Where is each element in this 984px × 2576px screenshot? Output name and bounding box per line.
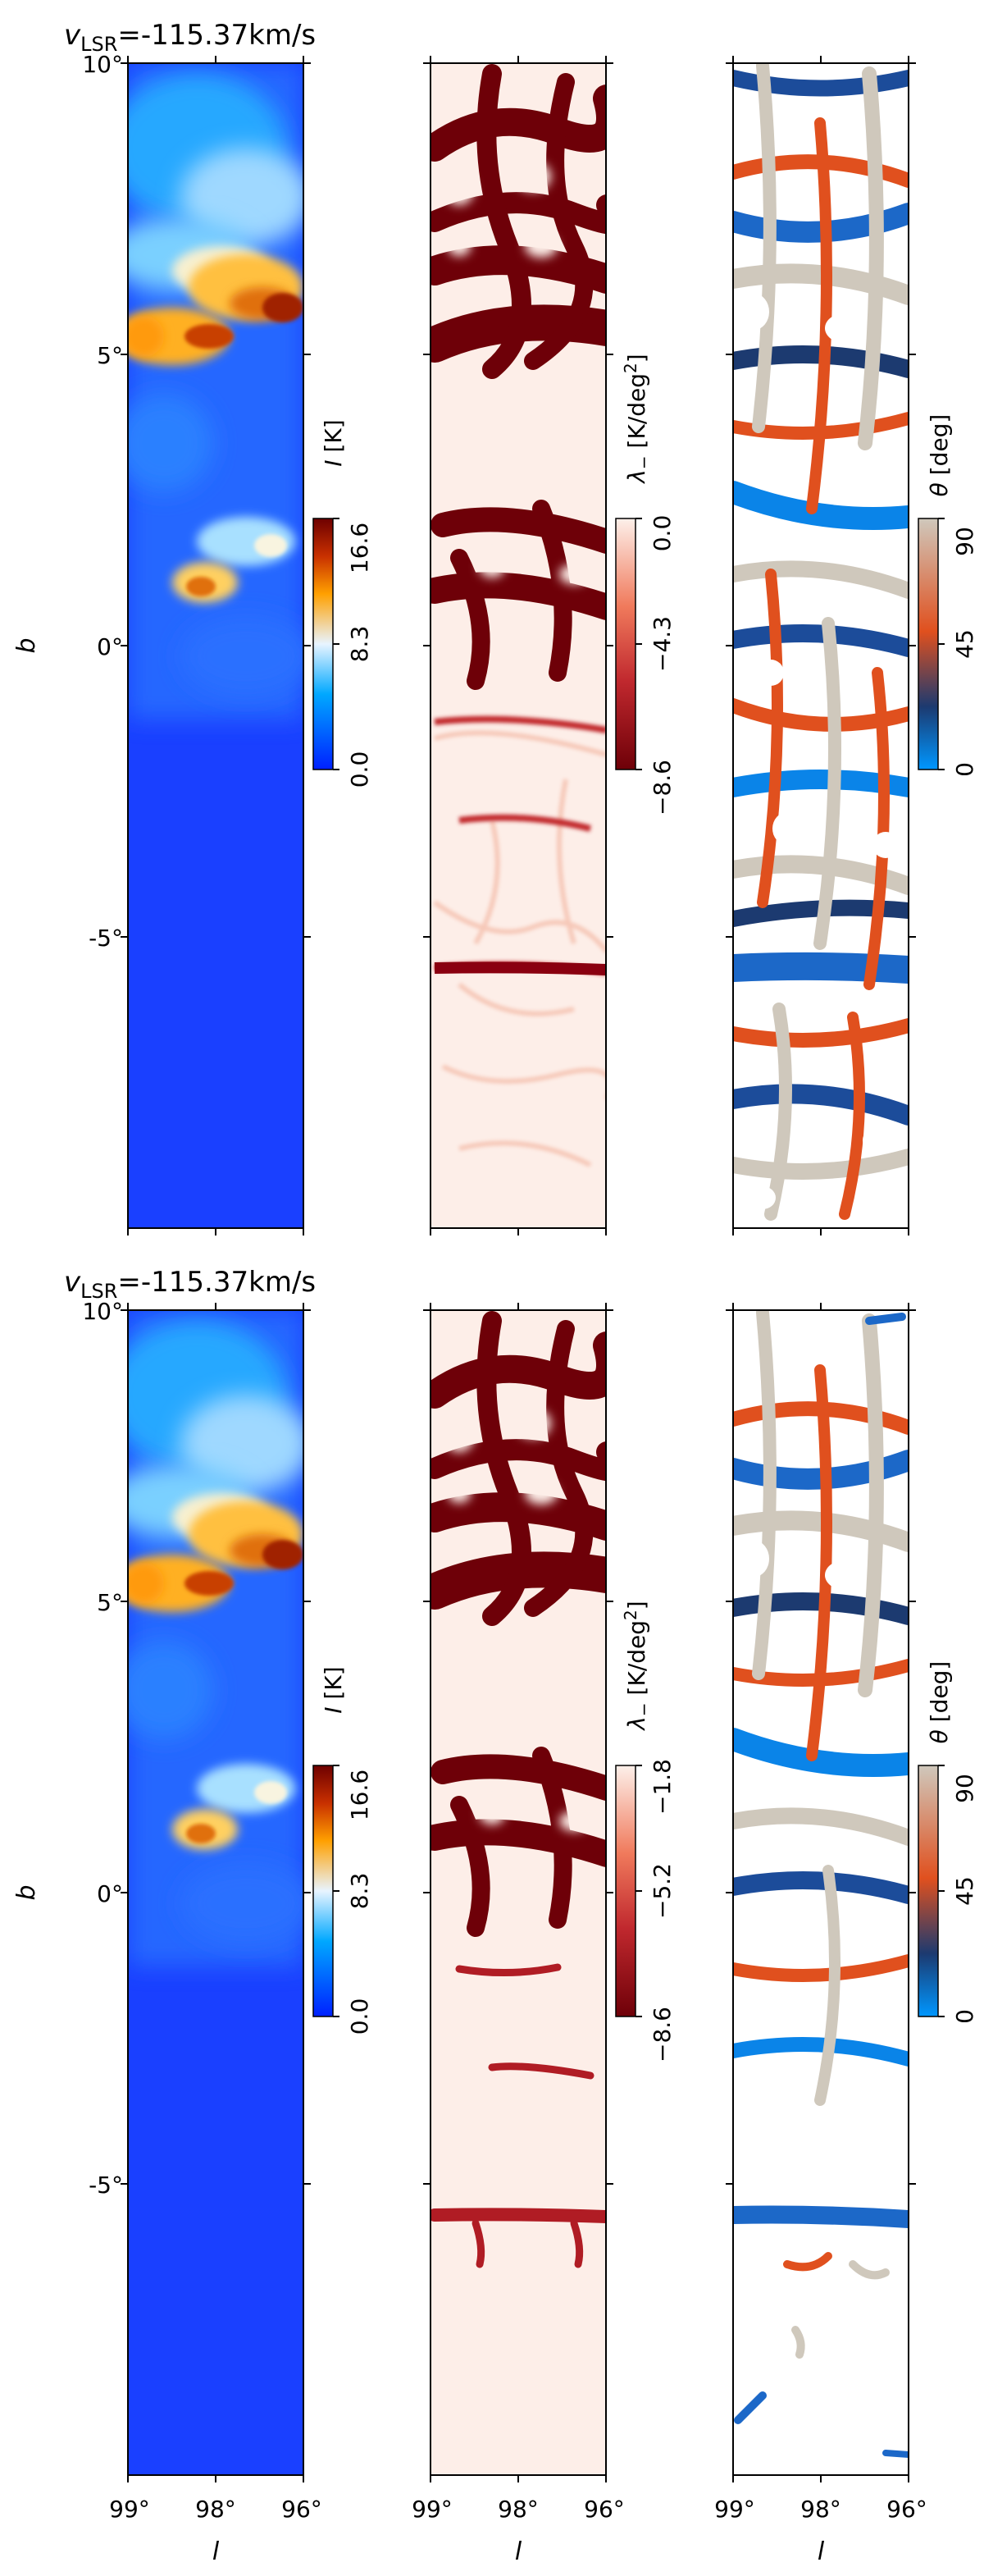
- ytick-label: 10°: [82, 1298, 123, 1325]
- colorbar-label: λ− [K/deg2]: [621, 354, 654, 484]
- xtick-label: 99°: [412, 2496, 453, 2523]
- colorbar-tick: 16.6: [346, 1770, 373, 1820]
- ytick-label: 0°: [97, 633, 123, 660]
- colorbar-tick: −4.3: [649, 616, 676, 672]
- colorbar-tick: 90: [951, 527, 978, 556]
- colorbar-tick: 45: [951, 1876, 978, 1906]
- ytick-label: 5°: [97, 342, 123, 369]
- colorbar-tick: 0.0: [649, 515, 676, 552]
- colorbar-tick: −1.8: [649, 1759, 676, 1815]
- row-title: vLSR=-115.37km/s: [64, 1266, 316, 1303]
- theta-map: [733, 63, 909, 1228]
- ytick-label: 5°: [97, 1589, 123, 1616]
- ytick-label: -5°: [89, 925, 123, 952]
- lambda-map: [430, 63, 606, 1228]
- colorbar-theta: [918, 518, 939, 770]
- colorbar-tick: 16.6: [346, 523, 373, 573]
- colorbar-theta: [918, 1765, 939, 2017]
- colorbar-tick: 0.0: [346, 1998, 373, 2035]
- theta-map: [733, 1310, 909, 2475]
- colorbar-label: θ [deg]: [926, 414, 953, 497]
- row-title: vLSR=-115.37km/s: [64, 19, 316, 56]
- colorbar-tick: 45: [951, 629, 978, 659]
- xtick-label: 98°: [498, 2496, 539, 2523]
- ytick-label: -5°: [89, 2172, 123, 2199]
- colorbar-label: λ− [K/deg2]: [621, 1601, 654, 1731]
- colorbar-tick: 0: [951, 762, 978, 777]
- colorbar-tick: 8.3: [346, 1873, 373, 1910]
- xtick-label: 96°: [584, 2496, 625, 2523]
- lambda-map: [430, 1310, 606, 2475]
- colorbar-tick: −5.2: [649, 1863, 676, 1919]
- y-axis-label: b: [12, 1884, 41, 1900]
- xtick-label: 98°: [800, 2496, 841, 2523]
- xtick-label: 96°: [886, 2496, 927, 2523]
- intensity-map: [128, 63, 303, 1228]
- x-axis-label: l: [515, 2537, 522, 2566]
- colorbar-tick: −8.6: [649, 2007, 676, 2062]
- colorbar-tick: −8.6: [649, 760, 676, 815]
- colorbar-label: θ [deg]: [926, 1661, 953, 1744]
- ytick-label: 0°: [97, 1880, 123, 1907]
- y-axis-label: b: [12, 637, 41, 653]
- ytick-label: 10°: [82, 51, 123, 78]
- colorbar-tick: 90: [951, 1774, 978, 1803]
- xtick-label: 99°: [714, 2496, 755, 2523]
- tick-marks: [121, 56, 945, 2482]
- colorbar-tick: 8.3: [346, 626, 373, 663]
- colorbar-intensity: [312, 518, 334, 770]
- row-1: vLSR=-115.37km/s: [12, 1266, 978, 2566]
- intensity-map: [128, 1310, 303, 2475]
- row-0: vLSR=-115.37km/s: [12, 19, 978, 1229]
- xtick-label: 98°: [195, 2496, 236, 2523]
- colorbar-tick: 0: [951, 2009, 978, 2024]
- colorbar-label: I [K]: [320, 419, 347, 466]
- colorbar-intensity: [312, 1765, 334, 2017]
- colorbar-lambda: [615, 518, 636, 770]
- xtick-label: 99°: [109, 2496, 150, 2523]
- x-axis-label: l: [212, 2537, 220, 2566]
- colorbar-lambda: [615, 1765, 636, 2017]
- colorbar-label: I [K]: [320, 1666, 347, 1713]
- x-axis-label: l: [818, 2537, 825, 2566]
- colorbar-tick: 0.0: [346, 751, 373, 788]
- xtick-label: 96°: [281, 2496, 322, 2523]
